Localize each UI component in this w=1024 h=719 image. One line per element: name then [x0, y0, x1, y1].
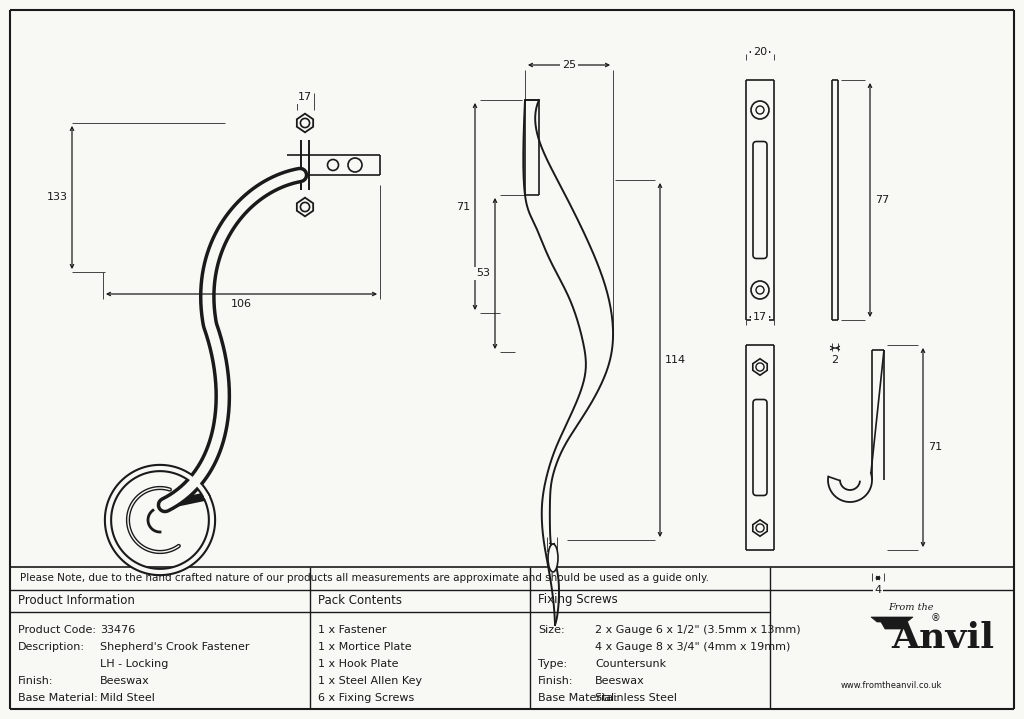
Text: 4: 4 — [549, 554, 556, 564]
Text: Pack Contents: Pack Contents — [318, 593, 402, 607]
Text: www.fromtheanvil.co.uk: www.fromtheanvil.co.uk — [841, 680, 942, 690]
Text: 33476: 33476 — [100, 625, 135, 635]
Text: 17: 17 — [753, 312, 767, 322]
Text: 6 x Fixing Screws: 6 x Fixing Screws — [318, 693, 415, 703]
Text: 1 x Mortice Plate: 1 x Mortice Plate — [318, 642, 412, 652]
Text: 106: 106 — [231, 299, 252, 309]
Circle shape — [300, 203, 309, 211]
Text: 1 x Fastener: 1 x Fastener — [318, 625, 386, 635]
Circle shape — [756, 524, 764, 532]
Text: Mild Steel: Mild Steel — [100, 693, 155, 703]
Text: Please Note, due to the hand crafted nature of our products all measurements are: Please Note, due to the hand crafted nat… — [20, 573, 709, 583]
Text: Base Material:: Base Material: — [18, 693, 97, 703]
Text: Countersunk: Countersunk — [595, 659, 667, 669]
Text: Description:: Description: — [18, 642, 85, 652]
Text: 71: 71 — [928, 442, 942, 452]
Text: Product Information: Product Information — [18, 593, 135, 607]
Text: Anvil: Anvil — [891, 621, 994, 655]
Text: 25: 25 — [562, 60, 577, 70]
Polygon shape — [753, 520, 767, 536]
Text: Size:: Size: — [538, 625, 564, 635]
FancyBboxPatch shape — [753, 142, 767, 259]
Text: Finish:: Finish: — [538, 676, 573, 686]
Text: 4 x Gauge 8 x 3/4" (4mm x 19mm): 4 x Gauge 8 x 3/4" (4mm x 19mm) — [595, 642, 791, 652]
Circle shape — [300, 119, 309, 127]
Polygon shape — [297, 198, 313, 216]
Text: 4: 4 — [874, 585, 882, 595]
Text: Beeswax: Beeswax — [100, 676, 150, 686]
Text: 1 x Hook Plate: 1 x Hook Plate — [318, 659, 398, 669]
Text: Product Code:: Product Code: — [18, 625, 96, 635]
Text: Shepherd's Crook Fastener: Shepherd's Crook Fastener — [100, 642, 250, 652]
Polygon shape — [871, 617, 913, 622]
Text: 71: 71 — [456, 201, 470, 211]
Text: 17: 17 — [298, 92, 312, 102]
Text: 20: 20 — [753, 47, 767, 57]
Circle shape — [751, 101, 769, 119]
Text: 2 x Gauge 6 x 1/2" (3.5mm x 13mm): 2 x Gauge 6 x 1/2" (3.5mm x 13mm) — [595, 625, 801, 635]
Ellipse shape — [548, 544, 558, 572]
Text: Fixing Screws: Fixing Screws — [538, 593, 617, 607]
Text: 1 x Steel Allen Key: 1 x Steel Allen Key — [318, 676, 422, 686]
Polygon shape — [881, 622, 907, 629]
Text: 53: 53 — [476, 268, 490, 278]
Text: LH - Locking: LH - Locking — [100, 659, 168, 669]
Text: ®: ® — [931, 613, 941, 623]
Text: Finish:: Finish: — [18, 676, 53, 686]
Polygon shape — [301, 140, 309, 190]
Circle shape — [348, 158, 362, 172]
Circle shape — [756, 363, 764, 371]
Text: Beeswax: Beeswax — [595, 676, 645, 686]
Circle shape — [756, 286, 764, 294]
Text: 114: 114 — [665, 355, 685, 365]
Text: Base Material:: Base Material: — [538, 693, 617, 703]
Text: Type:: Type: — [538, 659, 567, 669]
Circle shape — [751, 281, 769, 299]
FancyBboxPatch shape — [753, 400, 767, 495]
Polygon shape — [297, 114, 313, 132]
Text: 77: 77 — [874, 195, 889, 205]
Circle shape — [328, 160, 339, 170]
Text: Stainless Steel: Stainless Steel — [595, 693, 677, 703]
Circle shape — [756, 106, 764, 114]
Text: 133: 133 — [46, 193, 68, 203]
Polygon shape — [753, 359, 767, 375]
Text: 2: 2 — [831, 355, 839, 365]
Text: From the: From the — [888, 603, 934, 613]
